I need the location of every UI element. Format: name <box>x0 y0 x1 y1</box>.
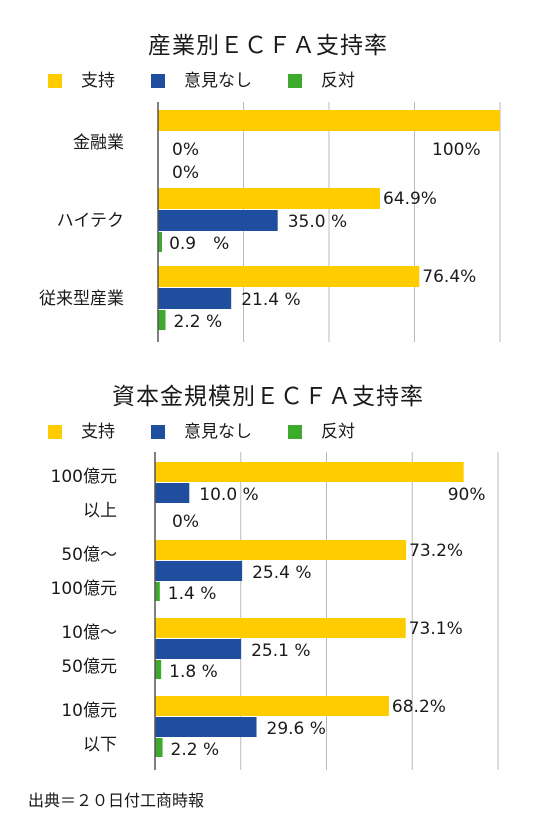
value-label-support-2: 73.1% <box>408 619 463 639</box>
bar-against-3 <box>155 738 163 757</box>
value-label-against-1: 0.9 % <box>169 234 230 254</box>
value-label-support-3: 68.2% <box>391 697 446 717</box>
bar-support-2 <box>155 618 406 638</box>
chart2-plot: 90% 10.0 % 0% 100億元 以上 73.2% 25.4 % 1.4 % 50億〜 10… <box>0 452 536 770</box>
category-label-1: ハイテク <box>56 211 124 231</box>
bar-no-opinion-0 <box>155 483 190 503</box>
bar-support-3 <box>155 696 389 716</box>
bar-against-2 <box>155 660 162 679</box>
category-label-2: 従来型産業 <box>39 289 124 309</box>
source-note: 出典＝２０日付工商時報 <box>28 791 205 810</box>
value-label-against-2: 2.2 % <box>173 312 223 332</box>
legend-label-against: 反対 <box>321 71 355 91</box>
category-label-0-1: 以上 <box>83 500 117 521</box>
chart1-svg <box>157 102 501 342</box>
value-label-no-opinion-1: 35.0 % <box>287 212 348 232</box>
bar-support-1 <box>158 188 380 209</box>
category-label-1-1: 100億元 <box>50 578 117 599</box>
chart1-title: 産業別ＥＣＦＡ支持率 <box>148 33 388 59</box>
chart2-svg <box>154 452 499 770</box>
category-label-3-1: 以下 <box>83 734 117 755</box>
category-label-2-1: 50億元 <box>61 656 117 677</box>
legend-swatch-no-opinion <box>151 425 165 439</box>
value-label-against-0: 0% <box>172 163 199 183</box>
value-label-support-0: 90% <box>447 485 486 505</box>
legend-label-against: 反対 <box>321 422 355 442</box>
bar-no-opinion-2 <box>155 639 242 659</box>
category-label-2-0: 10億〜 <box>61 622 117 643</box>
value-label-no-opinion-2: 21.4 % <box>241 290 301 310</box>
legend-swatch-against <box>288 425 302 439</box>
category-label-3-0: 10億元 <box>61 700 117 721</box>
bar-against-2 <box>158 310 166 330</box>
value-label-no-opinion-2: 25.1 % <box>251 641 311 661</box>
bar-support-0 <box>158 110 500 131</box>
bar-support-2 <box>158 266 420 287</box>
category-label-1-0: 50億〜 <box>61 544 117 565</box>
bar-support-1 <box>155 540 407 560</box>
category-label-0-0: 100億元 <box>50 466 117 487</box>
bar-no-opinion-1 <box>158 210 278 231</box>
bar-no-opinion-2 <box>158 288 232 309</box>
value-label-no-opinion-0: 10.0 % <box>199 485 259 505</box>
legend-label-support: 支持 <box>81 71 115 91</box>
legend-label-no-opinion: 意見なし <box>184 71 252 91</box>
chart1-plot: 100% 0% 0% 金融業 64.9% 35.0 % 0.9 % ハイテク 76.4% 21.4… <box>0 102 536 342</box>
bar-no-opinion-1 <box>155 561 243 581</box>
bar-against-1 <box>155 582 160 601</box>
value-label-support-0: 100% <box>432 140 481 160</box>
value-label-against-1: 1.4 % <box>167 584 217 604</box>
legend-swatch-support <box>48 425 62 439</box>
bar-support-0 <box>155 462 464 482</box>
bar-against-1 <box>158 232 162 252</box>
chart2-title: 資本金規模別ＥＣＦＡ支持率 <box>112 384 424 410</box>
value-label-support-2: 76.4% <box>422 267 477 287</box>
legend-label-support: 支持 <box>81 422 115 442</box>
legend-swatch-against <box>288 74 302 88</box>
category-label-0: 金融業 <box>73 133 124 153</box>
value-label-no-opinion-0: 0% <box>172 140 199 160</box>
value-label-no-opinion-3: 29.6 % <box>266 719 326 739</box>
value-label-against-2: 1.8 % <box>169 662 218 682</box>
legend-swatch-no-opinion <box>151 74 165 88</box>
value-label-against-0: 0% <box>172 512 199 532</box>
legend-label-no-opinion: 意見なし <box>184 422 252 442</box>
value-label-no-opinion-1: 25.4 % <box>252 563 312 583</box>
bar-no-opinion-3 <box>155 717 257 737</box>
legend-swatch-support <box>48 74 62 88</box>
value-label-support-1: 73.2% <box>409 541 464 561</box>
value-label-against-3: 2.2 % <box>170 740 220 760</box>
value-label-support-1: 64.9% <box>382 189 437 209</box>
